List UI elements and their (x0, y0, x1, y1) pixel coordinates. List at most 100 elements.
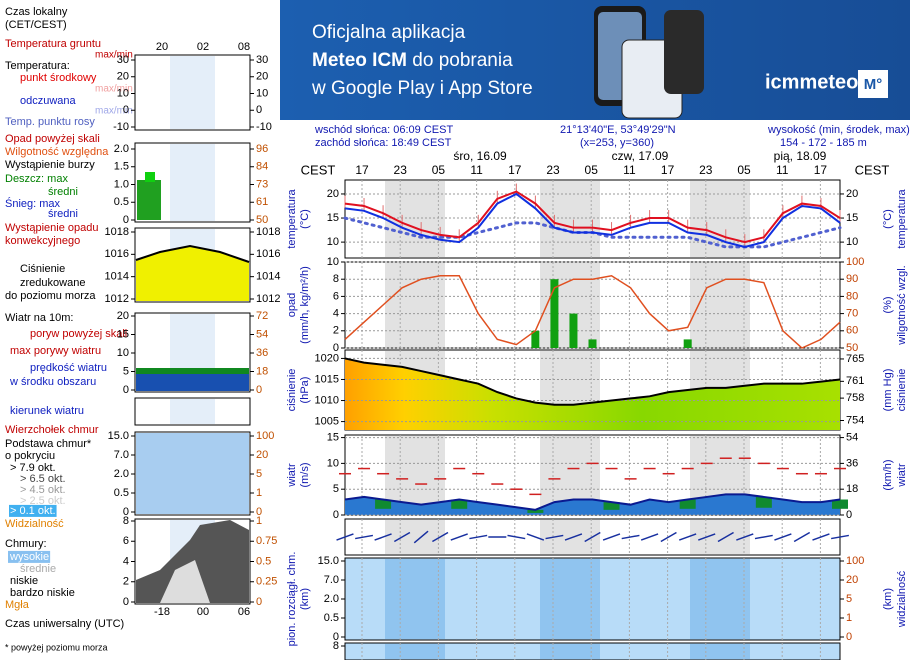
precip-bar (569, 313, 578, 348)
tick-label: 6 (123, 535, 129, 547)
axis-unit: (°C) (882, 209, 894, 229)
hour-label: 17 (661, 163, 675, 177)
tick-label: 2 (333, 325, 339, 337)
tick-label: 5 (123, 365, 129, 377)
legend-text: max/min (95, 84, 133, 95)
legend-text: Temperatura gruntu (5, 38, 101, 50)
tick-label: 0 (846, 509, 852, 521)
tick-label: 10 (256, 87, 268, 99)
tick-label: 0 (123, 506, 129, 518)
wind-strong (451, 499, 468, 509)
legend-text: Czas lokalny (5, 6, 68, 18)
tick-label: 50 (846, 342, 858, 354)
tick-label: 1016 (256, 248, 280, 260)
tick-label: 0 (123, 384, 129, 396)
hour-label: 05 (585, 163, 599, 177)
axis-label: wilgotność wzgl. (896, 265, 908, 345)
axis-label: widzialność (896, 570, 908, 628)
tick-label: 2.0 (114, 468, 129, 480)
tick-label: 1.5 (114, 161, 129, 173)
wind-arrow (336, 533, 354, 541)
wind-arrow (564, 533, 583, 541)
hour-label: 17 (355, 163, 369, 177)
wind-arrow (678, 533, 697, 541)
tick-label: 5 (846, 593, 852, 605)
tick-label: 1014 (105, 271, 129, 283)
tick-label: 10 (846, 236, 858, 248)
tick-label: 20 (256, 71, 268, 83)
legend-text: Widzialność (5, 518, 64, 530)
tick-label: 2.0 (324, 593, 339, 605)
tick-label: 20 (846, 188, 858, 200)
axis-label: temperatura (896, 188, 908, 248)
axis-label: temperatura (286, 188, 298, 248)
legend-text: wysokie (9, 551, 49, 563)
badge (858, 70, 888, 98)
mini-night (170, 56, 215, 129)
tick-label: -10 (256, 121, 272, 133)
hour-label: 23 (394, 163, 408, 177)
mini-wind (136, 372, 249, 391)
mini-pressure-line (135, 244, 250, 263)
wind-arrow (621, 534, 640, 540)
wind-arrow (545, 534, 564, 540)
tick-label: 1020 (315, 352, 339, 364)
legend-text: poryw powyżej skali (30, 328, 127, 340)
wind-arrow (754, 534, 773, 540)
tick-label: 100 (256, 430, 274, 442)
wind-arrow (774, 533, 792, 541)
tick-label: 15.0 (318, 555, 339, 567)
axis-label: opad (286, 293, 298, 317)
legend-text: w środku obszaru (9, 376, 96, 388)
tick-label: 0 (256, 104, 262, 116)
mini-wind (136, 368, 249, 374)
tick-label: 10 (327, 236, 339, 248)
legend-text: Temp. punktu rosy (5, 116, 95, 128)
legend-text: Deszcz: max (5, 173, 68, 185)
wind-area (345, 494, 840, 515)
wind-arrow (831, 534, 849, 540)
wind-arrow (469, 534, 488, 540)
series-line (344, 190, 841, 244)
legend-text: kierunek wiatru (10, 405, 84, 417)
tick-label: 1012 (256, 293, 280, 305)
axis-unit: (m/s) (299, 462, 311, 487)
wind-arrow (393, 531, 411, 543)
tick-label: 1005 (315, 415, 339, 427)
axis-unit: (mm Hg) (882, 369, 894, 412)
tick-label: 0.5 (324, 612, 339, 624)
tick-label: 100 (846, 555, 864, 567)
tick-label: 20 (327, 188, 339, 200)
wind-strong (603, 502, 620, 510)
legend-text: Wiatr na 10m: (5, 312, 73, 324)
legend-text: średnie (20, 563, 56, 575)
tick-label: 1 (256, 487, 262, 499)
legend-text: o pokryciu (5, 450, 55, 462)
night-band (385, 559, 445, 639)
legend-text: > 7.9 okt. (10, 462, 56, 474)
wind-arrow (793, 531, 811, 543)
legend-text: max/min (95, 106, 133, 117)
tick-label: 0.5 (114, 487, 129, 499)
hour-label: 11 (470, 163, 483, 177)
elevation-label: wysokość (min, środek, max) (767, 124, 910, 136)
legend-text: max porywy wiatru (10, 345, 101, 357)
legend-text: > 2.5 okt. (20, 495, 66, 507)
tick-label: 0 (256, 384, 262, 396)
legend-text: Śnieg: max (5, 197, 61, 210)
axis-unit: (%) (882, 296, 894, 313)
hour-label: -18 (154, 606, 170, 618)
hour-label: 23 (546, 163, 560, 177)
legend-text: Wierzchołek chmur (5, 424, 99, 436)
tick-label: 60 (846, 325, 858, 337)
badge-text: M° (864, 76, 883, 93)
pressure-area (345, 358, 840, 430)
wind-strong (755, 496, 772, 508)
legend-text: * powyżej poziomu morza (5, 642, 108, 652)
tick-label: 15 (327, 212, 339, 224)
legend-text: konwekcyjnego (5, 235, 80, 247)
hour-label: 08 (238, 41, 250, 53)
hour-label: 11 (623, 163, 636, 177)
legend-text: średni (48, 208, 78, 220)
wind-arrow (584, 531, 601, 543)
